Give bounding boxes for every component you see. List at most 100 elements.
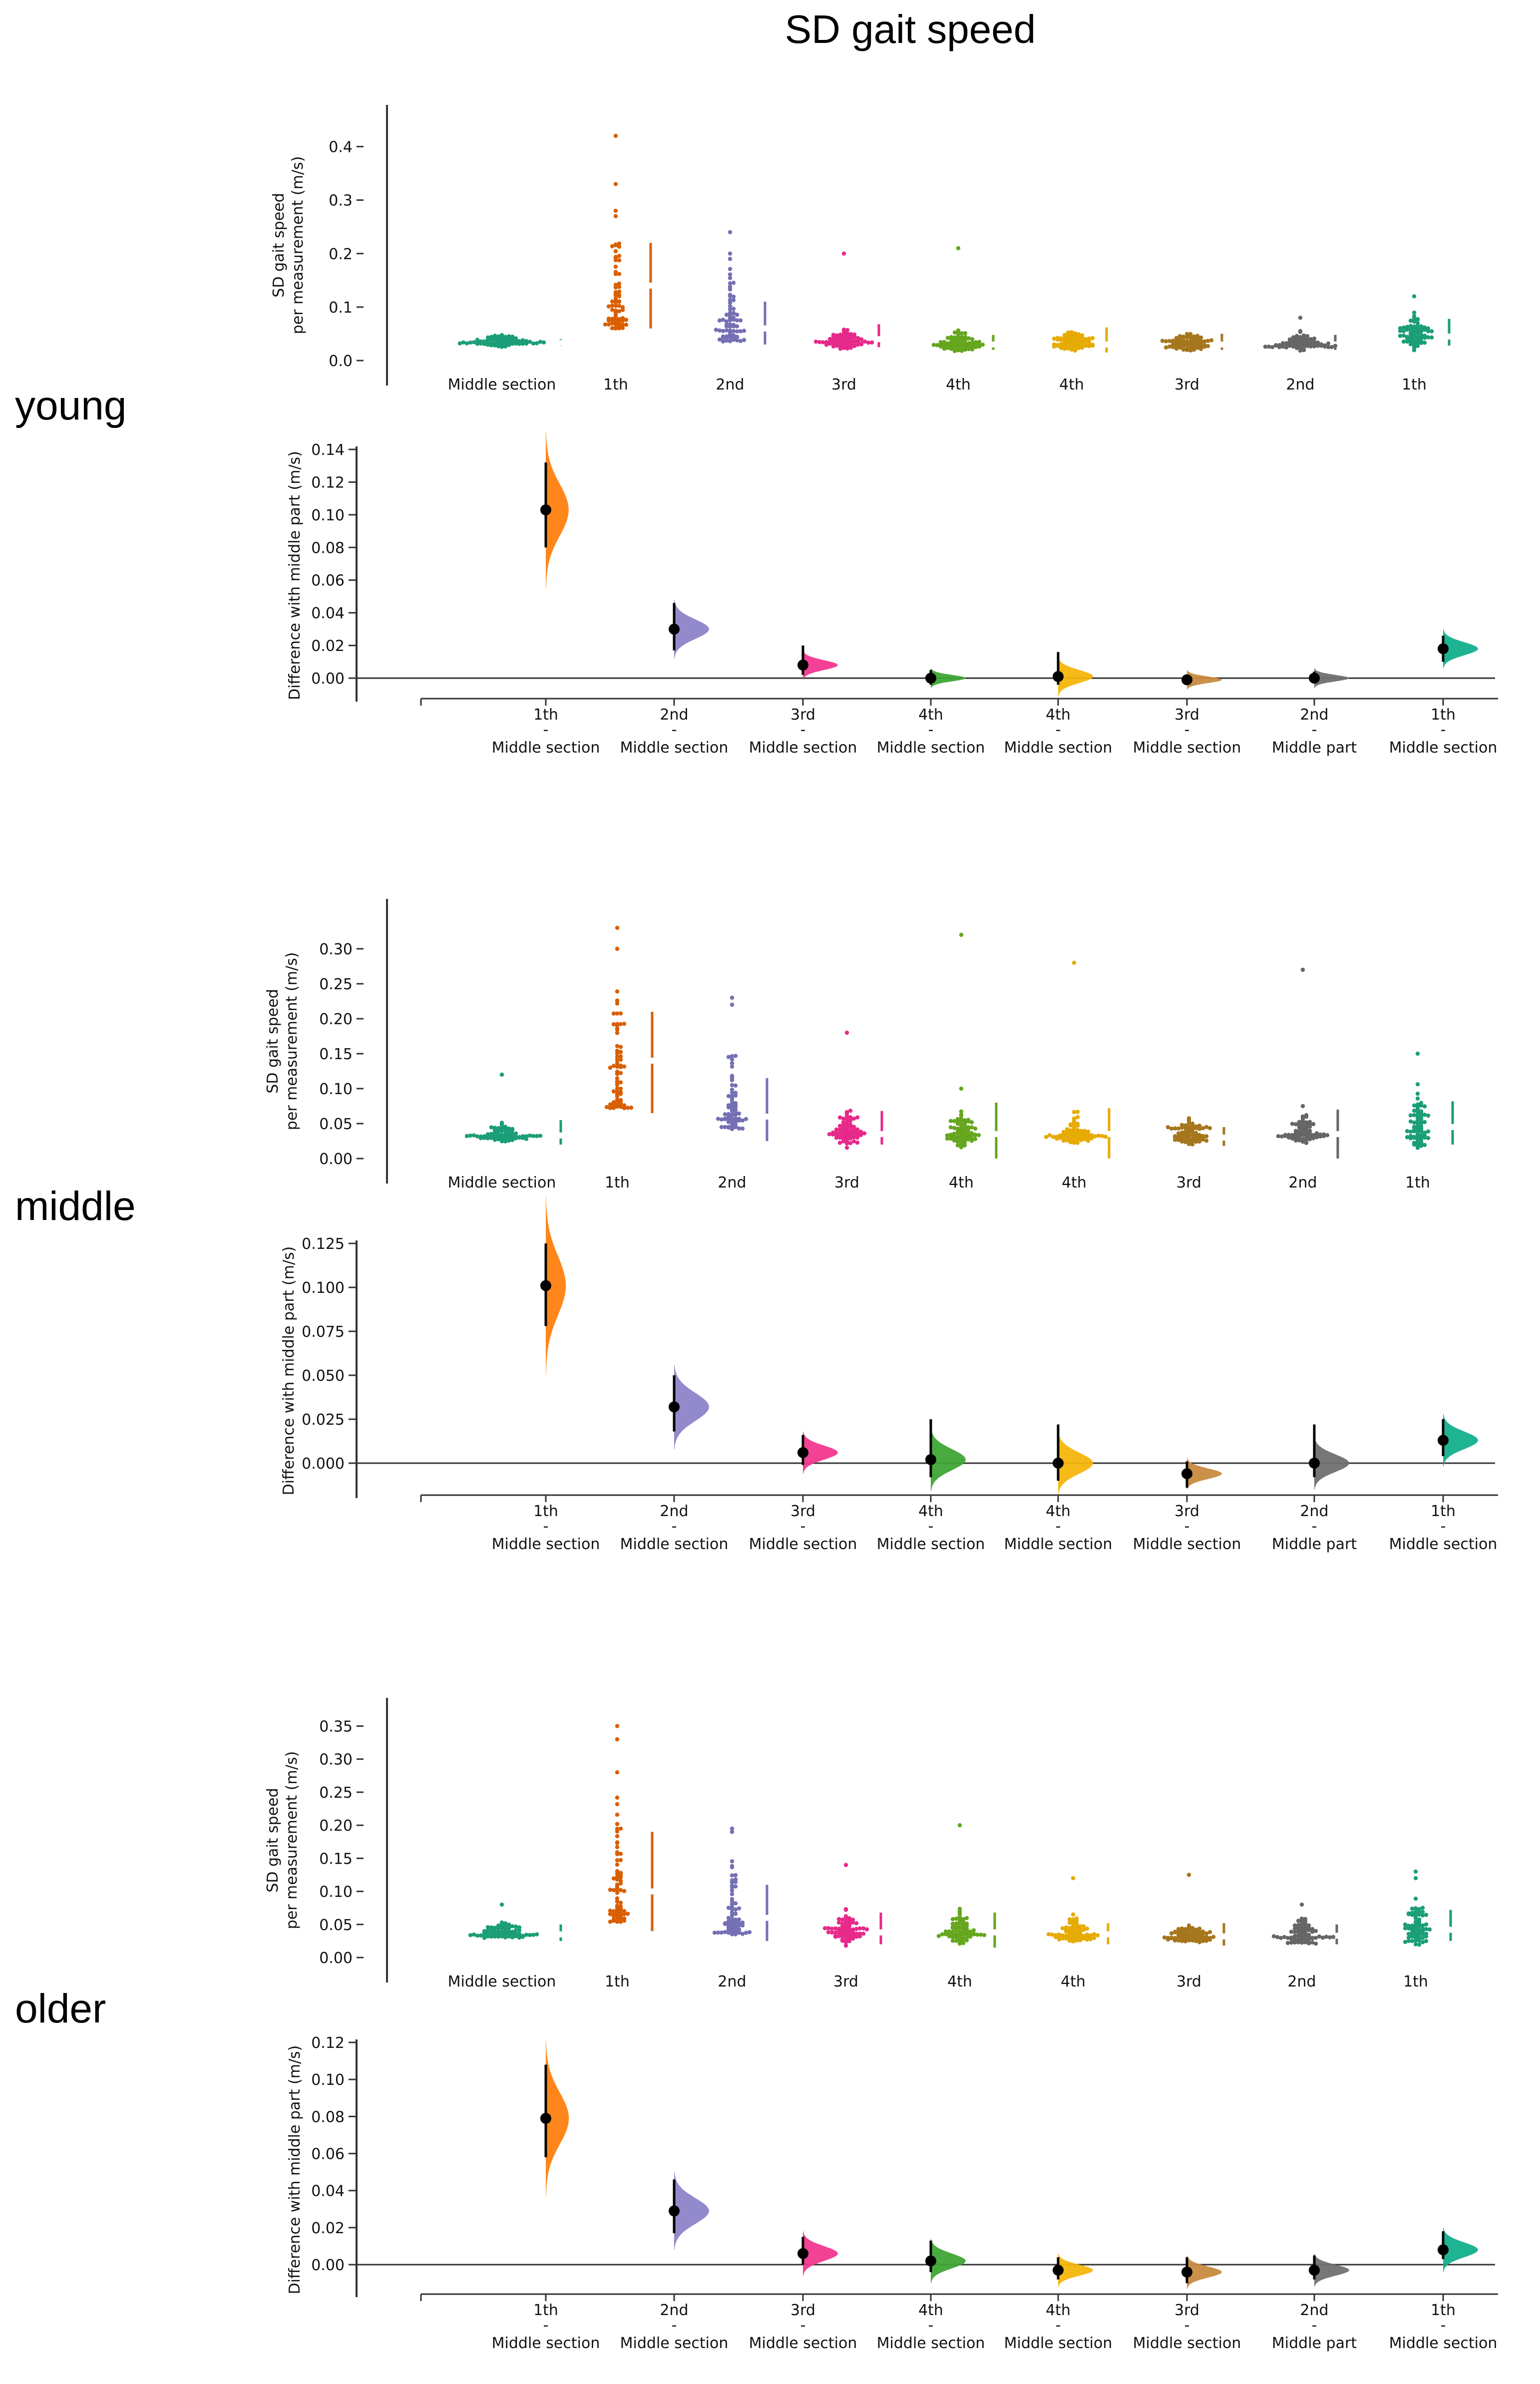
swarm-point: [520, 1136, 525, 1141]
swarm-point: [1415, 1132, 1420, 1137]
swarm-point: [617, 321, 622, 326]
x-tick-label: 1th: [1403, 1973, 1428, 1990]
x-tick-label-reference: Middle section: [1389, 1536, 1498, 1553]
y-tick-label: 0.00: [319, 1151, 353, 1168]
swarm-point: [1190, 1936, 1195, 1941]
x-tick-label: 3rd: [1174, 1503, 1199, 1520]
swarm-point: [1167, 339, 1172, 344]
swarm-point: [949, 335, 954, 340]
swarm-point: [735, 324, 740, 329]
swarm-point: [1072, 1135, 1077, 1140]
x-tick-label-reference: Middle section: [620, 739, 729, 757]
swarm-point: [1075, 1128, 1080, 1133]
swarm-point: [520, 338, 525, 343]
swarm-point: [608, 1920, 613, 1924]
swarm-point: [952, 1132, 957, 1136]
swarm-point: [931, 343, 936, 347]
swarm-point: [1283, 1133, 1288, 1137]
swarm-point: [475, 342, 480, 346]
swarm-point: [625, 1912, 630, 1916]
swarm-point: [850, 1918, 855, 1922]
swarm-point: [1412, 317, 1417, 321]
y-tick-label: 0.08: [311, 2108, 345, 2126]
swarm-point: [966, 347, 971, 352]
swarm-point: [1204, 1139, 1209, 1143]
swarm-point: [615, 1094, 620, 1099]
swarm-point: [740, 1932, 745, 1936]
swarm-point: [966, 1118, 971, 1122]
swarm-point: [826, 1926, 831, 1931]
swarm-point: [1299, 1929, 1304, 1934]
swarm-point: [1300, 1104, 1305, 1109]
swarm-point: [1300, 967, 1305, 972]
swarm-point: [848, 1129, 853, 1133]
swarm-point: [852, 344, 857, 349]
swarm-point: [858, 1133, 863, 1138]
swarm-point: [520, 1935, 525, 1939]
swarm-point: [615, 1057, 620, 1062]
x-tick-label: 2nd: [660, 706, 688, 724]
swarm-point: [1415, 1116, 1420, 1121]
swarm-point: [1186, 1927, 1191, 1931]
swarm-point: [952, 1126, 957, 1130]
swarm-point: [1190, 1121, 1195, 1126]
swarm-point: [1304, 1141, 1309, 1145]
swarm-point: [1204, 1134, 1209, 1139]
swarm-point: [1193, 1932, 1198, 1937]
swarm-point: [838, 342, 843, 347]
swarm-point: [615, 1086, 620, 1091]
swarm-point: [1195, 340, 1200, 345]
swarm-point: [624, 323, 629, 327]
x-tick-label-dash: -: [1184, 721, 1190, 739]
swarm-point: [730, 1002, 735, 1007]
y-tick-label: 0.10: [319, 1081, 353, 1098]
swarm-point: [731, 329, 736, 334]
swarm-point: [506, 336, 511, 341]
swarm-point: [1412, 1113, 1417, 1118]
swarm-point: [1422, 1143, 1427, 1148]
swarm-point: [1313, 1936, 1318, 1940]
swarm-point: [492, 343, 497, 348]
x-tick-label: 3rd: [1174, 2302, 1199, 2319]
y-tick-label: 0.06: [311, 2146, 345, 2163]
swarm-point: [1067, 1934, 1072, 1939]
swarm-point: [1179, 1123, 1184, 1127]
swarm-point: [730, 1888, 735, 1893]
swarm-point: [1089, 1136, 1094, 1141]
swarm-point: [1427, 1927, 1432, 1932]
swarm-point: [730, 1064, 735, 1069]
x-tick-label-reference: Middle section: [877, 2335, 985, 2352]
swarm-point: [1424, 1932, 1429, 1936]
swarm-point: [1181, 341, 1186, 346]
swarm-point: [492, 336, 497, 341]
swarm-point: [1401, 333, 1406, 338]
swarm-point: [471, 340, 476, 345]
bootstrap-distribution: [1443, 2227, 1478, 2272]
swarm-point: [731, 333, 736, 338]
swarm-point: [1176, 1136, 1181, 1141]
swarm-point: [830, 1130, 835, 1135]
swarm-point: [615, 1834, 620, 1839]
swarm-point: [517, 1925, 522, 1930]
swarm-point: [1284, 345, 1289, 350]
swarm-point: [503, 1927, 508, 1932]
swarm-point: [841, 1128, 846, 1133]
x-tick-label-dash: -: [672, 1518, 677, 1535]
swarm-point: [625, 1106, 630, 1110]
swarm-point: [1310, 1927, 1315, 1932]
x-tick-label: 4th: [946, 376, 971, 394]
swarm-point: [534, 1134, 539, 1139]
swarm-point: [1415, 331, 1420, 336]
swarm-point: [724, 319, 729, 324]
swarm-point: [969, 1125, 974, 1130]
swarm-point: [606, 304, 611, 309]
swarm-point: [613, 133, 618, 138]
swarm-point: [730, 1878, 735, 1883]
x-tick-label: 2nd: [1300, 1503, 1328, 1520]
swarm-point: [728, 322, 733, 327]
swarm-point: [852, 332, 857, 337]
swarm-point: [833, 1930, 838, 1935]
swarm-point: [489, 1136, 494, 1141]
mean-difference-point: [925, 673, 936, 684]
swarm-point: [730, 1921, 735, 1926]
